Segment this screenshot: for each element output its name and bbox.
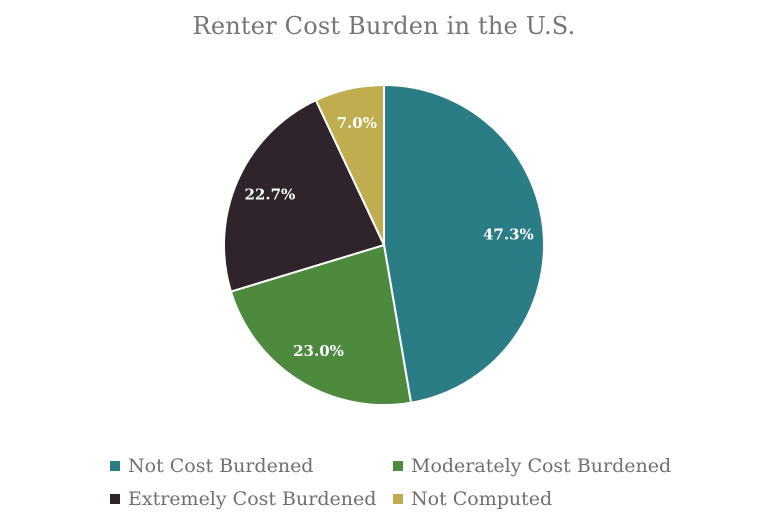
pie-slice-not-cost-burdened [383,83,545,404]
legend-label-not-cost-burdened: Not Cost Burdened [128,455,314,477]
legend-label-not-computed: Not Computed [411,488,553,510]
data-label-not-cost-burdened: 47.3% [483,225,534,243]
chart-title: Renter Cost Burden in the U.S. [192,12,576,40]
data-label-not-computed: 7.0% [337,114,377,132]
legend-label-moderately-cost-burdened: Moderately Cost Burdened [411,455,672,477]
legend-item-extremely-cost-burdened: Extremely Cost Burdened [110,488,376,510]
legend-label-extremely-cost-burdened: Extremely Cost Burdened [128,488,377,510]
pie-slice-extremely-cost-burdened [223,98,386,293]
legend-swatch-extremely-cost-burdened [110,494,120,504]
legend-item-moderately-cost-burdened: Moderately Cost Burdened [393,455,671,477]
legend-item-not-cost-burdened: Not Cost Burdened [110,455,313,477]
legend-item-not-computed: Not Computed [393,488,552,510]
data-label-extremely-cost-burdened: 22.7% [245,185,296,203]
data-label-moderately-cost-burdened: 23.0% [293,342,344,360]
legend-swatch-moderately-cost-burdened [393,461,403,471]
legend-swatch-not-cost-burdened [110,461,120,471]
pie-slice-not-computed [314,83,385,246]
pie-slices [223,83,545,406]
pie-slice-moderately-cost-burdened [229,243,413,406]
pie-data-labels: 47.3% 23.0% 22.7% 7.0% [245,114,534,360]
legend-swatch-not-computed [393,494,403,504]
